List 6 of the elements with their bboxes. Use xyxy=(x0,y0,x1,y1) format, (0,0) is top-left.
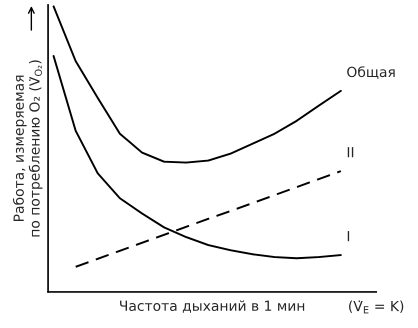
y-axis-title: Работа, измеряемая по потреблению O₂ (V̇$_{O₂}$) xyxy=(12,60,42,236)
series-label: II xyxy=(348,147,354,158)
series-label: Общая xyxy=(347,66,395,79)
text: (V̇$_{E}$ = K) xyxy=(349,300,404,314)
series-label: I xyxy=(348,231,350,242)
x-axis-title: Частота дыханий в 1 мин xyxy=(120,300,304,313)
